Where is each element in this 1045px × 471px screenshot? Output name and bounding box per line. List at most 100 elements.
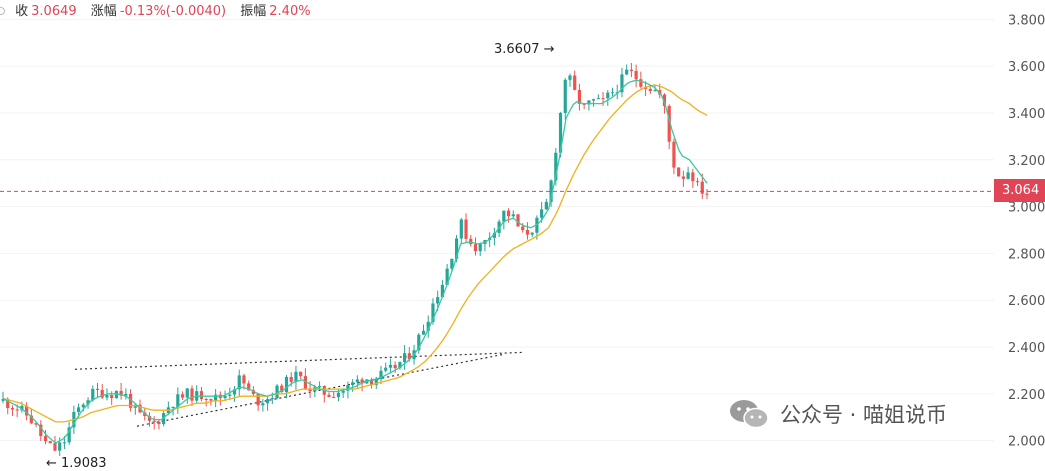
ma-fast-line — [2, 79, 708, 444]
candle-body — [492, 232, 496, 238]
candle-body — [568, 75, 572, 80]
candle-body — [374, 379, 378, 385]
candle-body — [421, 330, 426, 335]
candle-body — [540, 209, 544, 218]
candle-body — [105, 395, 109, 398]
high-annotation: 3.6607 → — [494, 41, 555, 57]
candle-body — [610, 92, 615, 94]
candle-body — [596, 98, 600, 100]
candle-body — [535, 217, 539, 233]
candle-body — [247, 383, 251, 391]
candle-body — [67, 427, 71, 443]
candle-body — [506, 210, 511, 217]
candle-body — [407, 353, 411, 360]
upper-trendline — [74, 351, 523, 370]
close-value: 3.0649 — [31, 4, 77, 19]
candle-body — [629, 69, 634, 71]
candle-body — [299, 371, 303, 377]
candle-body — [176, 394, 180, 408]
candle-body — [454, 238, 459, 259]
candle-body — [270, 398, 274, 400]
candle-body — [620, 74, 624, 93]
candles — [1, 62, 709, 456]
candle-body — [431, 303, 435, 322]
candle-body — [25, 405, 29, 416]
candlestick-chart[interactable]: 3.800 3.600 3.400 3.200 3.000 2.800 2.600 2.400… — [0, 0, 1045, 456]
watermark: 公众号 · 喵姐说币 — [728, 396, 947, 432]
amplitude-label: 振幅 — [240, 4, 267, 19]
candle-body — [332, 396, 336, 398]
candle-body — [256, 394, 260, 406]
status-dot-icon — [0, 7, 5, 15]
chart-grid — [0, 18, 994, 442]
y-tick-label: 2.000 — [1008, 435, 1045, 450]
candle-body — [341, 390, 345, 393]
candle-body — [691, 172, 695, 182]
candle-body — [34, 423, 38, 425]
candle-body — [469, 238, 473, 245]
candle-body — [157, 421, 161, 425]
candle-body — [587, 100, 591, 105]
candle-body — [436, 297, 440, 304]
candle-body — [48, 441, 52, 444]
candle-body — [582, 103, 586, 105]
candle-body — [695, 181, 700, 183]
candle-body — [289, 376, 293, 382]
candle-body — [592, 99, 596, 101]
candle-body — [478, 243, 482, 252]
candle-body — [336, 392, 341, 398]
current-price-tag: 3.064 — [994, 179, 1045, 202]
candle-body — [171, 407, 175, 409]
candle-body — [426, 321, 430, 331]
candle-body — [110, 395, 114, 399]
candle-body — [530, 232, 534, 235]
candle-body — [473, 244, 478, 252]
candle-body — [355, 379, 359, 383]
candle-body — [86, 400, 90, 405]
candle-body — [180, 394, 185, 398]
candle-body — [280, 385, 284, 393]
candle-body — [667, 106, 671, 142]
candle-body — [147, 415, 152, 421]
candle-body — [563, 79, 567, 113]
candle-body — [521, 226, 525, 231]
candle-body — [251, 390, 256, 395]
candle-body — [284, 376, 289, 393]
watermark-text: 公众号 · 喵姐说币 — [780, 403, 948, 427]
candle-body — [95, 388, 100, 390]
candle-body — [185, 388, 189, 398]
candle-body — [232, 389, 237, 395]
amplitude-value: 2.40% — [269, 4, 311, 19]
candle-body — [450, 258, 454, 269]
candle-body — [204, 398, 208, 400]
candle-body — [53, 443, 57, 451]
candle-body — [209, 399, 213, 401]
candle-body — [10, 407, 15, 410]
candle-body — [653, 90, 657, 92]
candle-body — [1, 399, 5, 401]
change-value: -0.13%(-0.0040) — [119, 4, 227, 19]
candle-body — [275, 385, 279, 399]
candle-body — [190, 388, 194, 401]
candle-body — [516, 214, 520, 227]
candle-body — [369, 379, 374, 385]
candle-body — [261, 403, 265, 406]
candle-body — [294, 371, 298, 382]
candle-body — [525, 230, 530, 235]
candle-body — [705, 193, 709, 195]
candle-body — [388, 364, 393, 368]
candle-body — [403, 353, 407, 362]
y-tick-label: 3.400 — [1008, 107, 1045, 122]
candle-body — [384, 367, 388, 371]
candle-body — [39, 424, 43, 437]
candle-body — [327, 394, 331, 397]
candle-body — [15, 409, 19, 411]
candle-body — [686, 172, 690, 179]
candle-body — [360, 379, 364, 384]
candle-body — [681, 176, 685, 179]
candle-body — [62, 442, 67, 444]
candle-body — [558, 112, 563, 153]
ma-slow-line — [2, 84, 708, 423]
candle-body — [237, 375, 241, 390]
candle-body — [511, 214, 515, 217]
